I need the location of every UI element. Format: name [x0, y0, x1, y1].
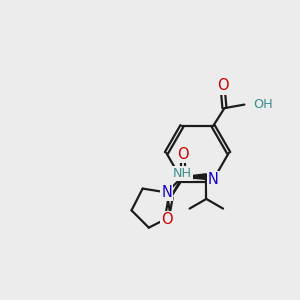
- Text: O: O: [161, 212, 173, 227]
- Text: O: O: [217, 78, 229, 93]
- Text: N: N: [208, 172, 219, 188]
- Text: N: N: [161, 185, 172, 200]
- Text: NH: NH: [173, 167, 192, 180]
- Text: O: O: [177, 147, 188, 162]
- Polygon shape: [182, 174, 206, 179]
- Text: OH: OH: [253, 98, 273, 111]
